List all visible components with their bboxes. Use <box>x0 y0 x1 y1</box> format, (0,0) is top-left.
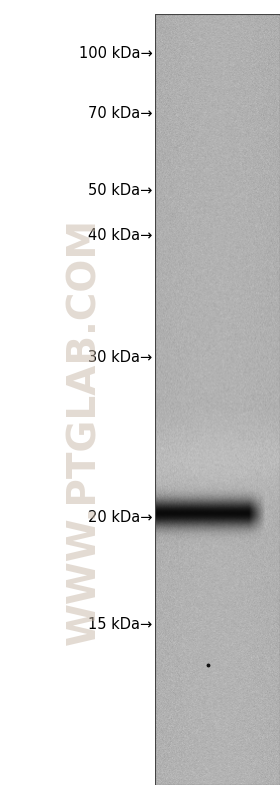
Text: 30 kDa→: 30 kDa→ <box>88 351 153 365</box>
Text: 100 kDa→: 100 kDa→ <box>79 46 153 61</box>
Text: 50 kDa→: 50 kDa→ <box>88 183 153 197</box>
Text: 15 kDa→: 15 kDa→ <box>88 618 153 632</box>
Text: WWW.PTGLAB.COM: WWW.PTGLAB.COM <box>65 218 103 645</box>
Text: 20 kDa→: 20 kDa→ <box>88 511 153 525</box>
Text: 40 kDa→: 40 kDa→ <box>88 229 153 243</box>
Text: 70 kDa→: 70 kDa→ <box>88 106 153 121</box>
